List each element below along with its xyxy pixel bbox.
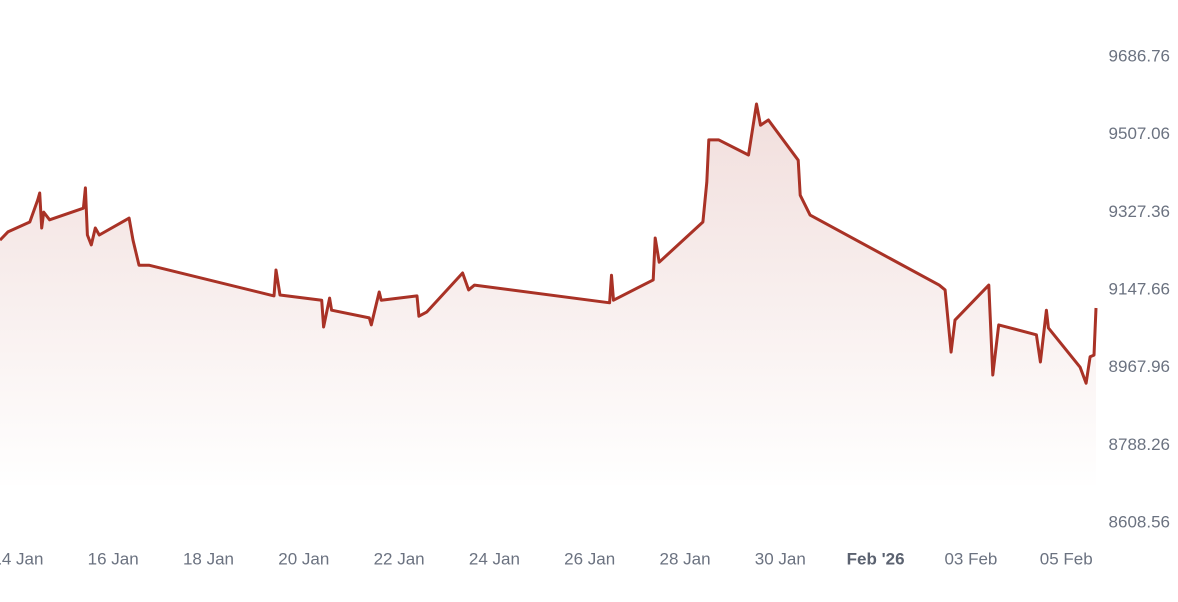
price-line [0,102,1098,385]
x-tick-label: 22 Jan [374,549,425,568]
x-tick-label: 16 Jan [88,549,139,568]
y-tick-label: 9507.06 [1109,124,1170,143]
x-tick-label: 30 Jan [755,549,806,568]
x-tick-label: 05 Feb [1040,549,1093,568]
y-tick-label: 8788.26 [1109,435,1170,454]
y-tick-label: 8608.56 [1109,512,1170,531]
x-tick-label: 28 Jan [659,549,710,568]
area-fill [0,104,1097,490]
x-tick-label: 26 Jan [564,549,615,568]
x-tick-label: 24 Jan [469,549,520,568]
y-tick-label: 9147.66 [1109,279,1170,298]
x-tick-label: 18 Jan [183,549,234,568]
y-tick-label: 9327.36 [1109,202,1170,221]
x-tick-label: Feb '26 [847,549,905,568]
y-tick-label: 8967.96 [1109,357,1170,376]
x-tick-label: 14 Jan [0,549,43,568]
x-tick-label: 03 Feb [944,549,997,568]
y-tick-label: 9686.76 [1109,46,1170,65]
x-tick-label: 20 Jan [278,549,329,568]
